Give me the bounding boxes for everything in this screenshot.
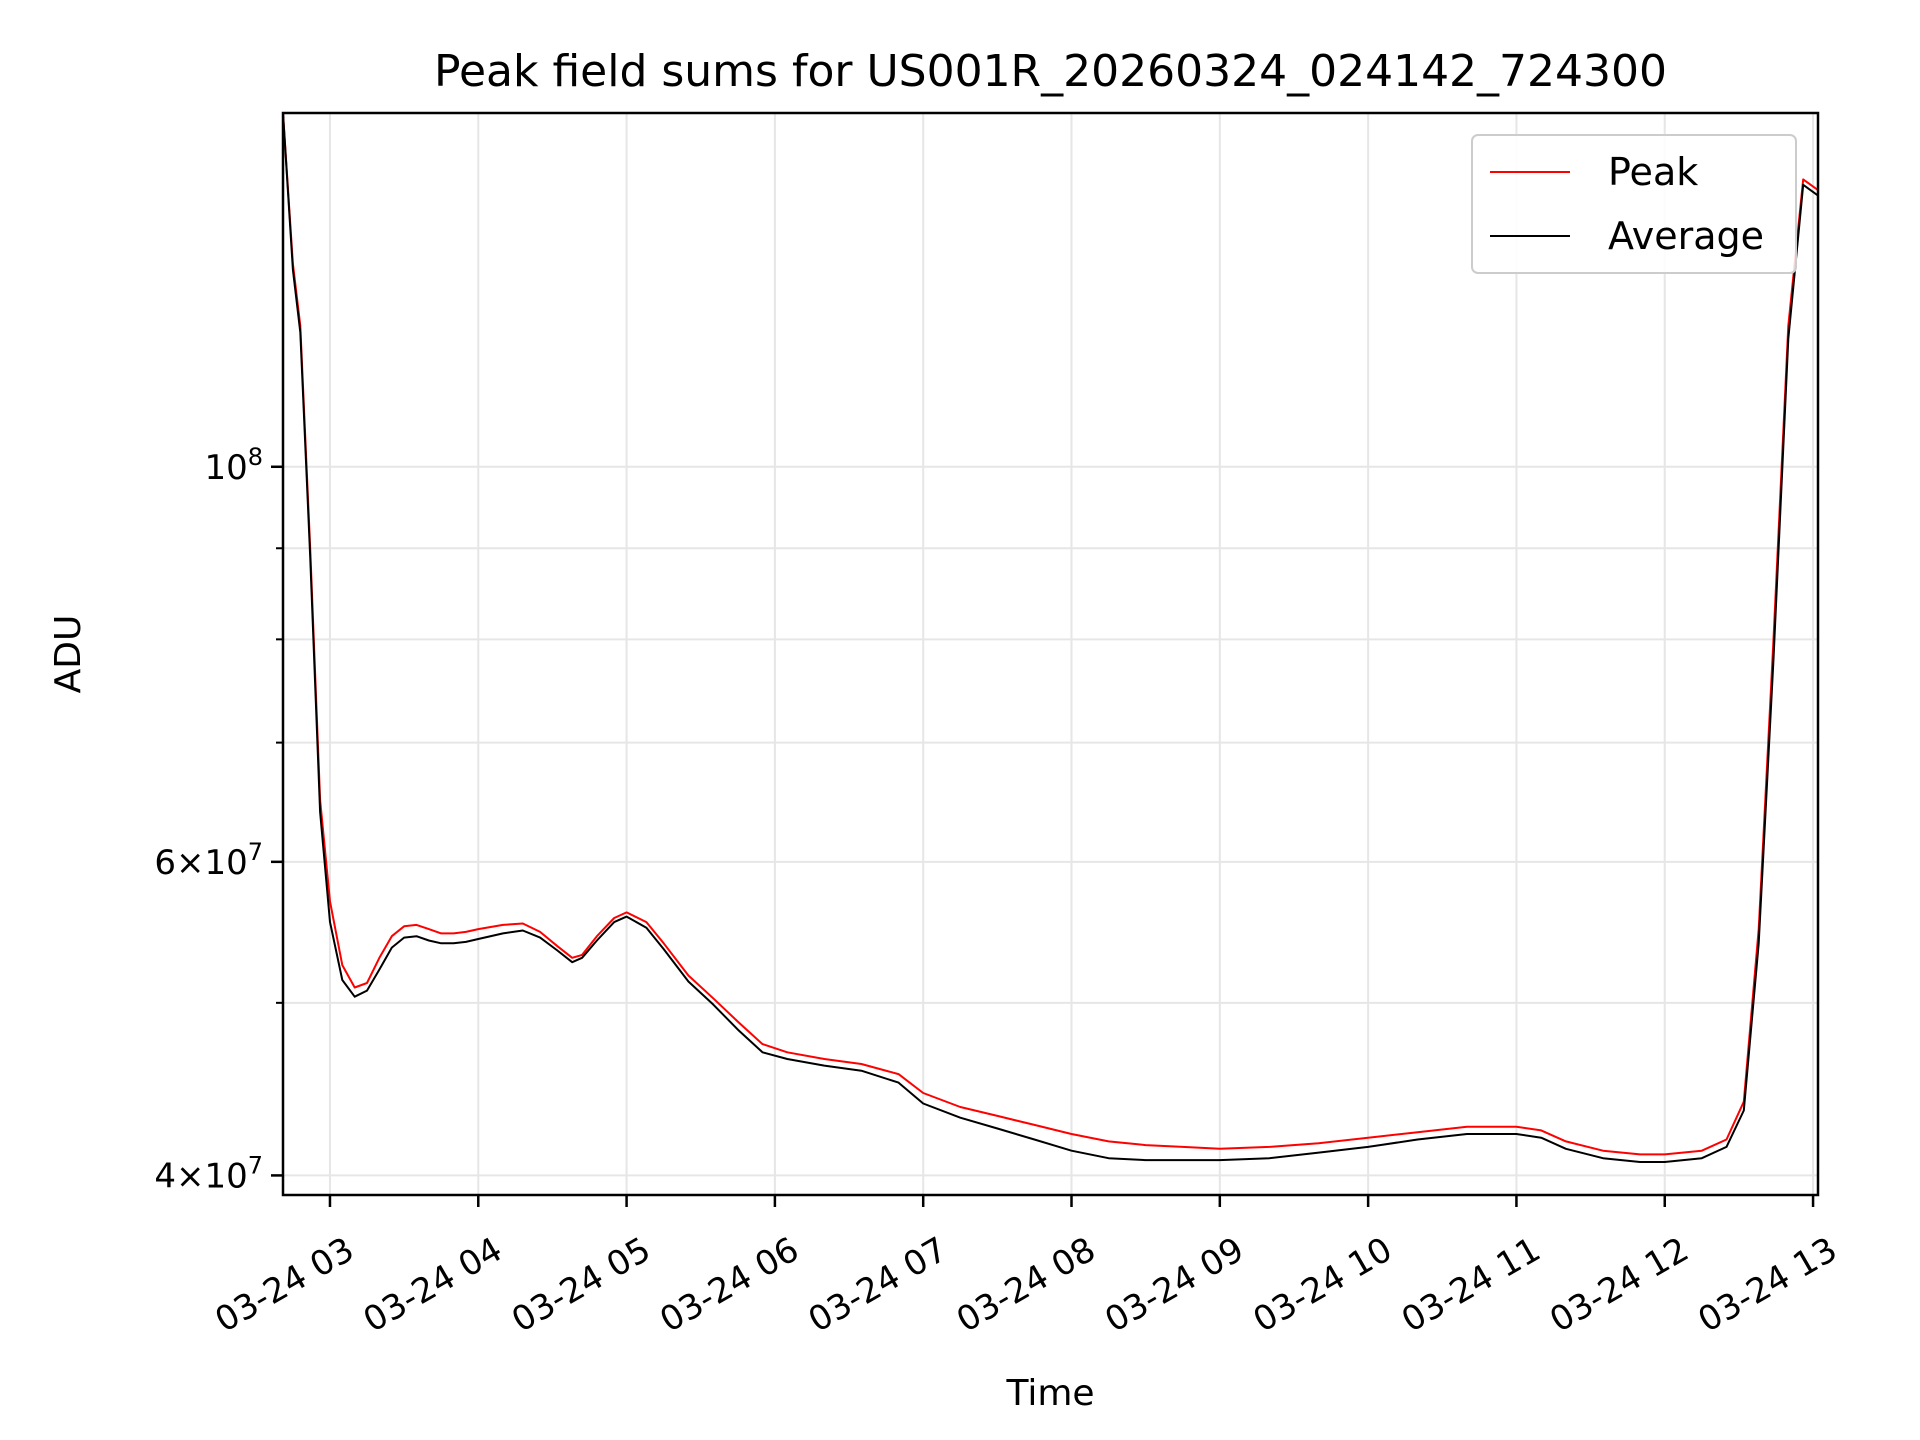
chart-title: Peak field sums for US001R_20260324_0241… bbox=[434, 46, 1667, 97]
y-tick-label: 6×107 bbox=[154, 838, 263, 883]
y-axis: 4×107 6×107 108 bbox=[154, 443, 283, 1196]
y-axis-label: ADU bbox=[48, 615, 89, 694]
legend: Peak Average bbox=[1471, 134, 1797, 274]
legend-box bbox=[1471, 134, 1797, 274]
y-tick-label: 108 bbox=[204, 443, 263, 488]
plot-area bbox=[282, 112, 1819, 1163]
y-tick-label: 4×107 bbox=[154, 1151, 263, 1196]
axes-frame bbox=[281, 111, 1820, 1197]
x-axis-label: Time bbox=[1005, 1373, 1094, 1414]
series-line-average bbox=[282, 112, 1819, 1163]
legend-label-peak: Peak bbox=[1608, 150, 1698, 194]
series-line-peak bbox=[282, 112, 1819, 1156]
grid bbox=[283, 113, 1818, 1195]
legend-label-average: Average bbox=[1608, 214, 1764, 258]
